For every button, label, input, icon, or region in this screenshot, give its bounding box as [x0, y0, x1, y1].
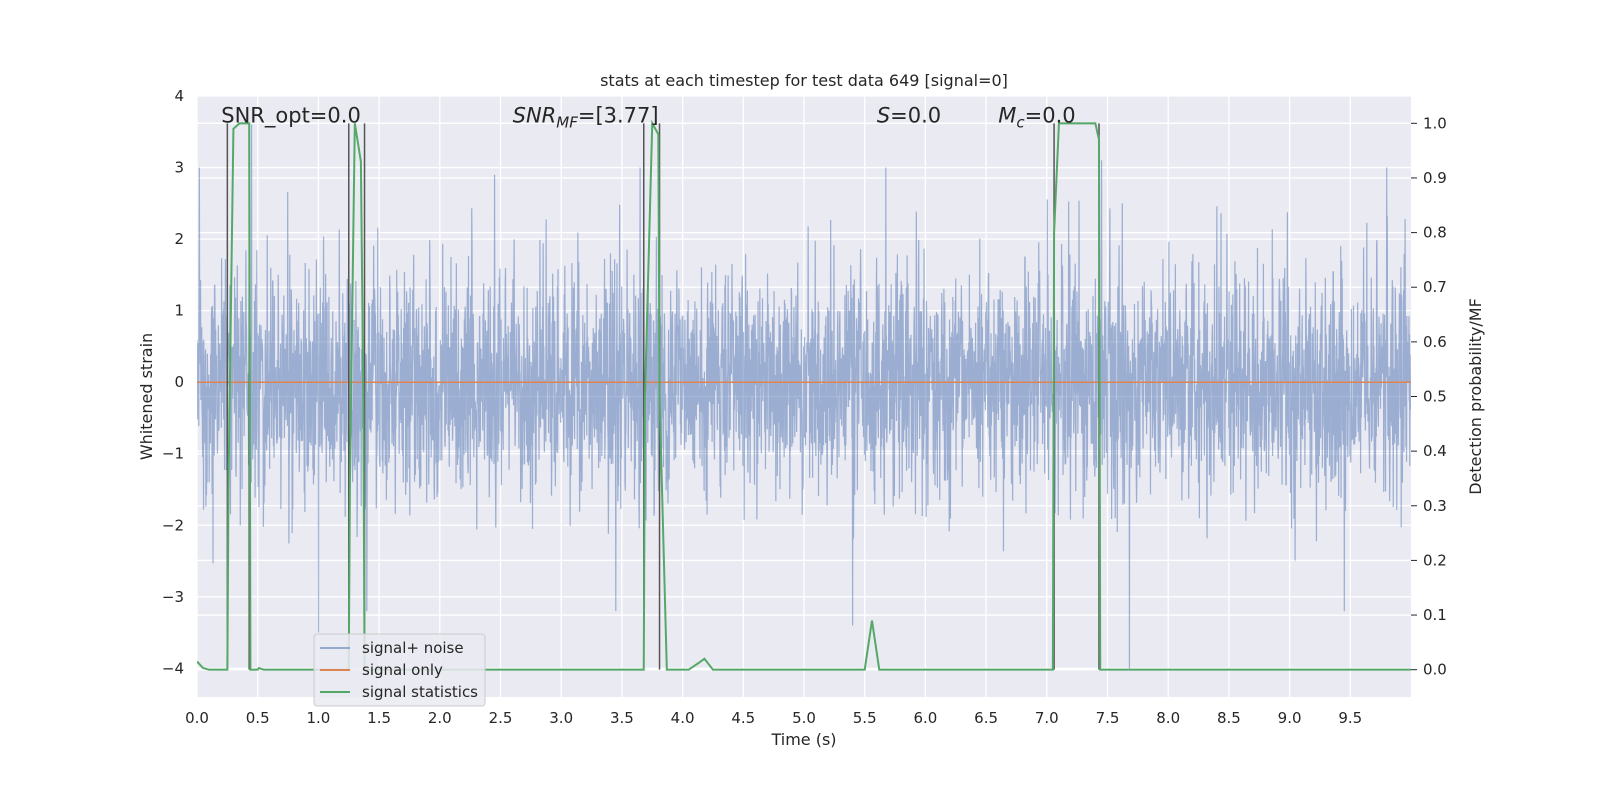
y-right-tick-label: 0.8	[1423, 224, 1447, 242]
x-tick-label: 5.0	[792, 709, 816, 727]
x-tick-label: 3.0	[549, 709, 573, 727]
y-right-tick-label: 0.0	[1423, 661, 1447, 679]
legend: signal+ noise signal only signal statistic…	[313, 633, 486, 707]
x-axis-ticks: 0.0 0.5 1.0 1.5 2.0 2.5 3.0 3.5 4.0 4.5 5.0 5.5 6.0 6…	[185, 709, 1362, 727]
x-tick-label: 1.0	[306, 709, 330, 727]
y-left-tick-label: 2	[174, 230, 184, 248]
y-right-tick-label: 0.3	[1423, 497, 1447, 515]
signal-statistics-line	[197, 119, 1411, 671]
annotations: SNR_opt=0.0 SNRMF=[3.77] S=0.0 Mc=0.0	[221, 103, 1075, 131]
series-signal-plus-noise	[197, 124, 1411, 669]
x-tick-label: 7.0	[1035, 709, 1059, 727]
x-tick-label: 9.5	[1338, 709, 1362, 727]
x-tick-label: 8.5	[1217, 709, 1241, 727]
x-tick-label: 4.0	[671, 709, 695, 727]
annotation-0: SNR_opt=0.0	[221, 103, 361, 128]
annotation-3: Mc=0.0	[998, 103, 1075, 131]
x-tick-label: 6.5	[974, 709, 998, 727]
y-left-tick-label: 1	[174, 302, 184, 320]
y-left-tick-label: −1	[162, 445, 184, 463]
y-left-axis-label: Whitened strain	[137, 333, 156, 460]
y-right-tick-label: 0.7	[1423, 278, 1447, 296]
chart-title: stats at each timestep for test data 649…	[600, 71, 1008, 90]
noise-line	[197, 124, 1411, 669]
y-right-tick-label: 0.2	[1423, 551, 1447, 569]
legend-label-2: signal statistics	[362, 683, 478, 701]
legend-box	[313, 633, 486, 707]
x-tick-label: 8.0	[1156, 709, 1180, 727]
y-right-tick-label: 0.5	[1423, 388, 1447, 406]
x-tick-label: 6.0	[913, 709, 937, 727]
x-tick-label: 2.0	[428, 709, 452, 727]
y-right-tick-label: 0.6	[1423, 333, 1447, 351]
x-tick-label: 1.5	[367, 709, 391, 727]
x-tick-label: 7.5	[1096, 709, 1120, 727]
annotation-2: S=0.0	[877, 103, 941, 127]
legend-label-0: signal+ noise	[362, 639, 464, 657]
y-right-tick-label: 0.4	[1423, 442, 1447, 460]
y-left-tick-label: 3	[174, 159, 184, 177]
y-left-axis-ticks: 4 3 2 1 0 −1 −2 −3 −4	[162, 87, 184, 677]
y-right-tick-label: 0.9	[1423, 169, 1447, 187]
y-left-tick-label: 0	[174, 373, 184, 391]
x-tick-label: 0.5	[246, 709, 270, 727]
y-right-tick-label: 0.1	[1423, 606, 1447, 624]
legend-label-1: signal only	[362, 661, 443, 679]
x-tick-label: 3.5	[610, 709, 634, 727]
y-right-axis-ticks: 1.0 0.9 0.8 0.7 0.6 0.5 0.4 0.3 0.2 0.1 0.0	[1411, 114, 1447, 679]
y-left-tick-label: −4	[162, 659, 184, 677]
x-tick-label: 2.5	[489, 709, 513, 727]
y-right-axis-label: Detection probability/MF	[1466, 298, 1485, 495]
y-left-tick-label: −2	[162, 516, 184, 534]
x-tick-label: 4.5	[731, 709, 755, 727]
annotation-1: SNRMF=[3.77]	[513, 103, 659, 131]
x-axis-label: Time (s)	[770, 730, 836, 749]
x-tick-label: 9.0	[1278, 709, 1302, 727]
y-left-tick-label: −3	[162, 588, 184, 606]
x-tick-label: 0.0	[185, 709, 209, 727]
x-tick-label: 5.5	[853, 709, 877, 727]
y-left-tick-label: 4	[174, 87, 184, 105]
series-signal-statistics	[197, 119, 1411, 671]
y-right-tick-label: 1.0	[1423, 114, 1447, 132]
